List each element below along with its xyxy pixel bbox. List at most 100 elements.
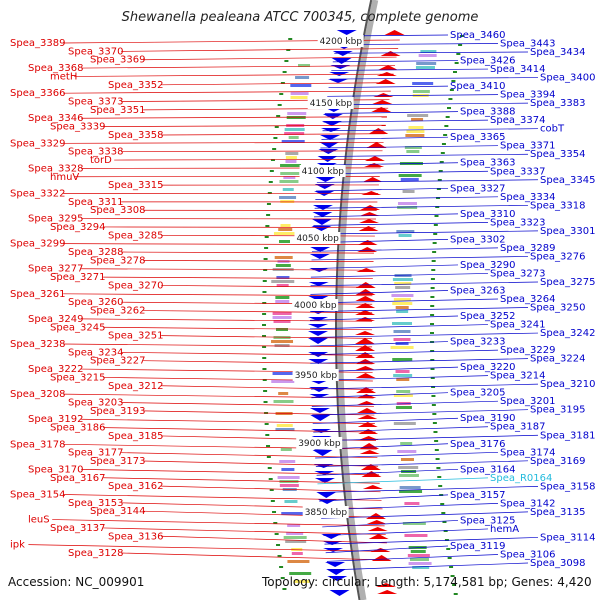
gene-label-right: Spea_3273: [490, 268, 545, 279]
outer-tick-mark: [267, 456, 271, 458]
feature-strip: [271, 380, 294, 383]
reverse-gene-mark: [328, 79, 348, 83]
feature-strip: [413, 90, 430, 93]
gene-label-left: ipk: [10, 540, 25, 551]
outer-tick-mark: [266, 445, 270, 447]
inner-tick-mark: [432, 413, 436, 415]
feature-strip: [394, 330, 411, 333]
feature-strip: [280, 224, 290, 227]
reverse-gene-mark: [309, 387, 329, 392]
outer-tick-mark: [288, 38, 292, 40]
gene-label-right: Spea_3250: [530, 303, 585, 314]
inner-tick-mark: [455, 62, 459, 64]
genome-summary-text: Topology: circular; Length: 5,174,581 bp…: [262, 575, 592, 589]
gene-label-left: Spea_3294: [50, 222, 105, 233]
inner-tick-mark: [430, 305, 434, 307]
forward-gene-mark: [368, 527, 388, 531]
label-connector: [81, 117, 387, 119]
inner-tick-mark: [433, 242, 437, 244]
gene-label-left: Spea_3358: [108, 130, 163, 141]
forward-gene-mark: [356, 289, 376, 295]
feature-strip: [391, 346, 414, 349]
feature-strip: [281, 468, 294, 471]
inner-tick-mark: [436, 458, 440, 460]
label-connector: [103, 227, 375, 228]
outer-tick-mark: [269, 181, 273, 183]
inner-tick-mark: [431, 287, 435, 289]
feature-strip: [409, 562, 432, 565]
inner-tick-mark: [432, 260, 436, 262]
outer-tick-mark: [276, 115, 280, 117]
label-connector: [121, 252, 374, 253]
feature-strip: [295, 76, 309, 79]
gene-label-left: hmuV: [50, 172, 79, 183]
inner-tick-mark: [430, 332, 434, 334]
feature-strip: [285, 160, 296, 163]
reverse-gene-mark: [325, 562, 345, 567]
forward-gene-mark: [381, 51, 401, 56]
gene-label-right: Spea_3242: [540, 328, 595, 339]
gene-label-right: Spea_3374: [490, 115, 545, 126]
label-connector: [310, 342, 448, 346]
gene-label-right: Spea_3157: [450, 490, 505, 501]
gene-label-right: Spea_3460: [450, 30, 505, 41]
gene-label-left: Spea_3215: [50, 372, 105, 383]
kbp-tick-label: 3900 kbp: [298, 439, 341, 449]
gene-label-left: Spea_3352: [108, 80, 163, 91]
feature-strip: [275, 300, 289, 303]
feature-strip: [279, 460, 295, 463]
inner-tick-mark: [433, 233, 437, 235]
label-connector: [114, 159, 381, 160]
label-connector: [322, 520, 458, 527]
gene-label-right: Spea_3354: [530, 149, 585, 160]
gene-label-right: Spea_3318: [530, 200, 585, 211]
label-connector: [311, 393, 448, 398]
feature-strip: [411, 118, 423, 121]
feature-strip: [416, 66, 435, 69]
forward-gene-mark: [355, 331, 375, 335]
inner-tick-mark: [431, 278, 435, 280]
feature-strip: [404, 502, 419, 505]
gene-label-left: Spea_3208: [10, 389, 65, 400]
reverse-gene-mark: [323, 114, 343, 119]
gene-label-left: Spea_3339: [50, 122, 105, 133]
forward-gene-mark: [361, 191, 381, 195]
kbp-tick-label: 4100 kbp: [302, 167, 345, 177]
feature-strip: [394, 338, 411, 341]
label-connector: [121, 151, 382, 152]
feature-strip: [392, 358, 412, 361]
feature-strip: [395, 286, 410, 289]
forward-gene-mark: [355, 359, 375, 364]
inner-tick-mark: [432, 251, 436, 253]
gene-label-right: Spea_3114: [540, 532, 595, 543]
feature-strip: [278, 392, 288, 395]
feature-strip: [406, 150, 419, 153]
label-connector: [103, 277, 373, 279]
gene-label-right: Spea_3365: [450, 132, 505, 143]
reverse-gene-mark: [332, 58, 352, 64]
feature-strip: [396, 310, 408, 313]
forward-gene-mark: [355, 345, 375, 351]
feature-strip: [291, 92, 309, 95]
inner-tick-mark: [435, 215, 439, 217]
gene-label-right: Spea_3205: [450, 388, 505, 399]
feature-strip: [393, 278, 413, 281]
label-connector: [329, 86, 448, 88]
feature-strip: [280, 484, 299, 487]
gene-label-right: Spea_3181: [540, 430, 595, 441]
gene-label-right: Spea_3301: [540, 226, 595, 237]
gene-label-left: Spea_3299: [10, 239, 65, 250]
feature-strip: [287, 560, 309, 563]
gene-label-left: Spea_3167: [50, 473, 105, 484]
gene-label-left: Spea_3351: [90, 105, 145, 116]
forward-gene-mark: [358, 422, 378, 427]
gene-label-left: Spea_3178: [10, 439, 65, 450]
outer-tick-mark: [279, 93, 283, 95]
gene-label-right: Spea_3414: [490, 64, 545, 75]
gene-label-right: Spea_3224: [530, 354, 585, 365]
inner-tick-mark: [438, 485, 442, 487]
label-connector: [121, 49, 398, 52]
label-connector: [321, 137, 448, 139]
inner-tick-mark: [436, 467, 440, 469]
feature-strip: [278, 228, 292, 231]
